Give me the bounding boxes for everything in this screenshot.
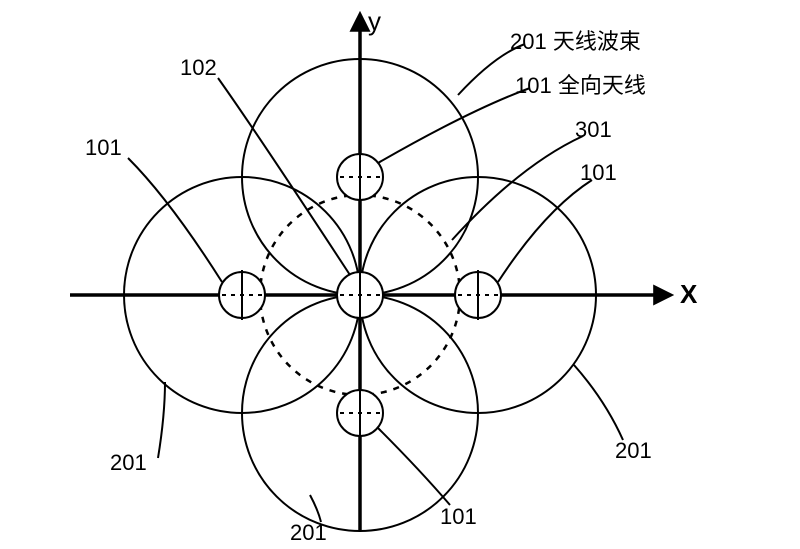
label-102: 102 <box>180 55 217 81</box>
label-101-b: 101 <box>580 160 617 186</box>
label-301: 301 <box>575 117 612 143</box>
label-201-c: 201 <box>615 438 652 464</box>
label-201-a: 201 天线波束 <box>510 24 641 56</box>
leader-line <box>310 495 321 522</box>
leader-line <box>574 365 623 440</box>
leader-line <box>378 428 450 505</box>
label-201-d: 201 <box>290 520 327 546</box>
label-101-a: 101 全向天线 <box>515 68 646 100</box>
label-101-d: 101 <box>440 504 477 530</box>
y-axis-label: y <box>368 6 381 36</box>
leader-line <box>158 382 165 458</box>
label-201-b: 201 <box>110 450 147 476</box>
label-101-c: 101 <box>85 135 122 161</box>
x-axis-label: X <box>680 279 698 309</box>
leader-line <box>128 158 222 282</box>
leader-line <box>452 136 583 240</box>
leader-line <box>378 88 530 163</box>
